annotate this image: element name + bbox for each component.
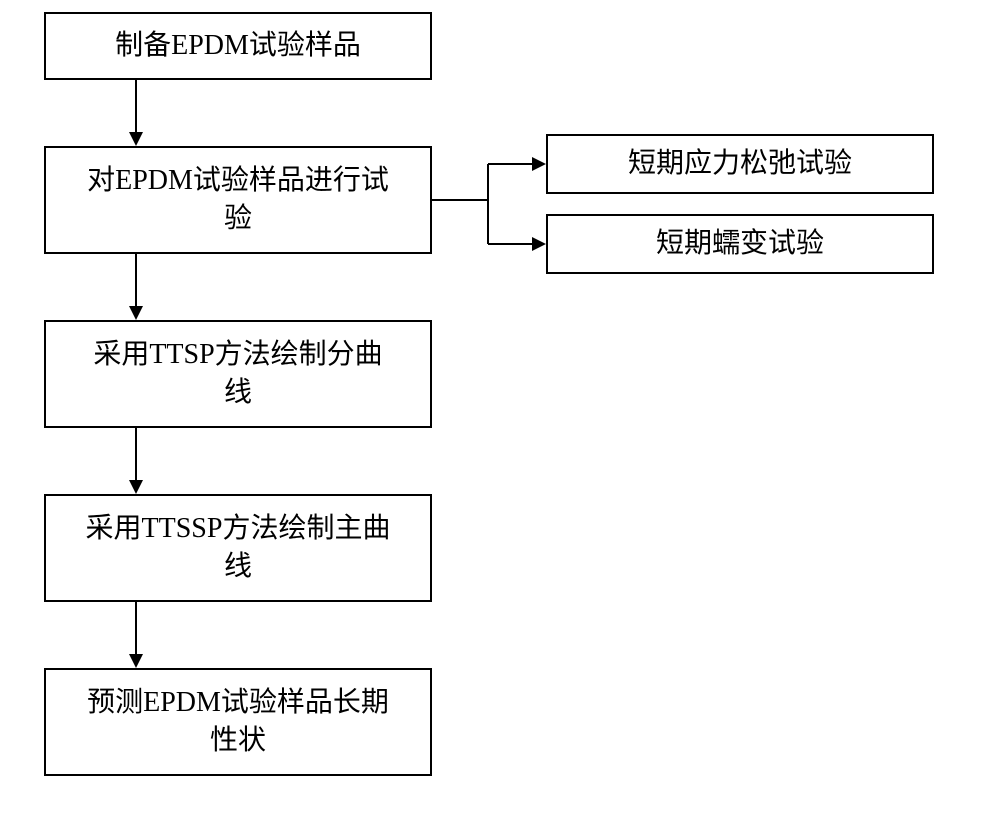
node-label: 预测EPDM试验样品长期 性状 — [87, 684, 389, 760]
node-label: 对EPDM试验样品进行试 验 — [87, 162, 389, 238]
node-label: 短期应力松弛试验 — [628, 145, 852, 183]
node-label: 制备EPDM试验样品 — [115, 27, 361, 65]
flow-node-ttsp-curve: 采用TTSP方法绘制分曲 线 — [44, 320, 432, 428]
flow-node-prepare-samples: 制备EPDM试验样品 — [44, 12, 432, 80]
flow-node-ttssp-curve: 采用TTSSP方法绘制主曲 线 — [44, 494, 432, 602]
node-label: 采用TTSSP方法绘制主曲 线 — [86, 510, 391, 586]
node-label: 短期蠕变试验 — [656, 225, 824, 263]
flow-node-test-samples: 对EPDM试验样品进行试 验 — [44, 146, 432, 254]
flow-node-creep-test: 短期蠕变试验 — [546, 214, 934, 274]
flow-node-predict: 预测EPDM试验样品长期 性状 — [44, 668, 432, 776]
flow-node-stress-relaxation: 短期应力松弛试验 — [546, 134, 934, 194]
node-label: 采用TTSP方法绘制分曲 线 — [93, 336, 382, 412]
